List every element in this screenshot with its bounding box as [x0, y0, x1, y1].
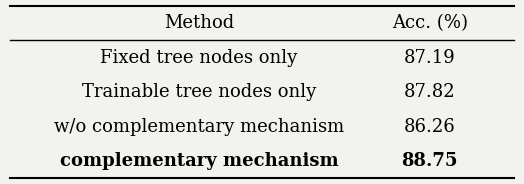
Text: 88.75: 88.75	[401, 152, 458, 170]
Text: 86.26: 86.26	[404, 118, 455, 136]
Text: 87.19: 87.19	[404, 49, 455, 67]
Text: Acc. (%): Acc. (%)	[391, 14, 468, 32]
Text: w/o complementary mechanism: w/o complementary mechanism	[54, 118, 344, 136]
Text: Trainable tree nodes only: Trainable tree nodes only	[82, 83, 316, 101]
Text: Fixed tree nodes only: Fixed tree nodes only	[101, 49, 298, 67]
Text: 87.82: 87.82	[404, 83, 455, 101]
Text: Method: Method	[164, 14, 234, 32]
Text: complementary mechanism: complementary mechanism	[60, 152, 339, 170]
